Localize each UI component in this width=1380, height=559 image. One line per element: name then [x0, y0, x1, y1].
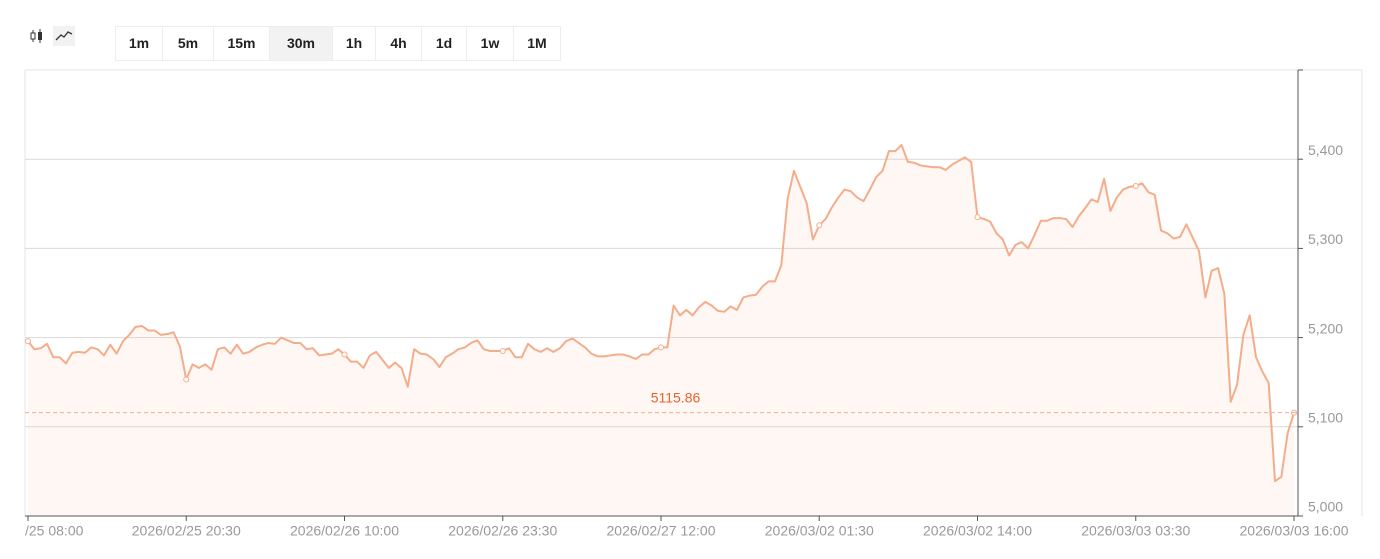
point-marker	[499, 347, 506, 354]
x-tick-label: 2026/02/26 10:00	[290, 523, 399, 539]
point-marker	[25, 338, 31, 345]
line-icon[interactable]	[53, 26, 75, 46]
y-tick-label: 5,100	[1308, 410, 1343, 426]
interval-button[interactable]: 1h	[333, 27, 376, 60]
x-tick-label: 2026/02/26 23:30	[448, 523, 557, 539]
interval-button[interactable]: 1d	[422, 27, 467, 60]
interval-button[interactable]: 1m	[116, 27, 163, 60]
x-tick-label: /25 08:00	[25, 523, 84, 539]
toolbar: 1m 5m 15m 30m 1h 4h 1d 1w 1M	[0, 0, 1380, 66]
candlestick-icon[interactable]	[26, 26, 48, 46]
interval-button[interactable]: 4h	[376, 27, 422, 60]
y-tick-label: 5,300	[1308, 231, 1343, 247]
interval-button[interactable]: 15m	[214, 27, 270, 60]
current-price-label: 5115.86	[651, 389, 701, 405]
point-marker	[816, 222, 823, 229]
interval-button[interactable]: 1M	[527, 35, 547, 51]
y-tick-label: 5,200	[1308, 320, 1343, 336]
interval-button[interactable]: 30m	[270, 27, 333, 60]
y-tick-label: 5,000	[1308, 499, 1343, 515]
point-marker	[658, 344, 664, 351]
point-marker	[341, 351, 348, 358]
area-fill	[28, 144, 1294, 516]
x-tick-label: 2026/03/02 01:30	[765, 523, 874, 539]
interval-button[interactable]: 5m	[163, 27, 214, 60]
point-marker	[1132, 182, 1139, 189]
x-tick-label: 2026/02/25 20:30	[132, 523, 241, 539]
x-tick-label: 2026/02/27 12:00	[607, 523, 716, 539]
x-tick-label: 2026/03/02 14:00	[923, 523, 1032, 539]
point-marker	[974, 214, 981, 221]
x-tick-label: 2026/03/03 03:30	[1081, 523, 1190, 539]
x-tick-label: 2026/03/03 16:00	[1240, 523, 1349, 539]
interval-button[interactable]: 1w	[467, 27, 514, 60]
y-tick-label: 5,400	[1308, 142, 1343, 158]
point-marker	[183, 376, 190, 383]
interval-buttons: 1m 5m 15m 30m 1h 4h 1d 1w 1M	[115, 26, 561, 61]
